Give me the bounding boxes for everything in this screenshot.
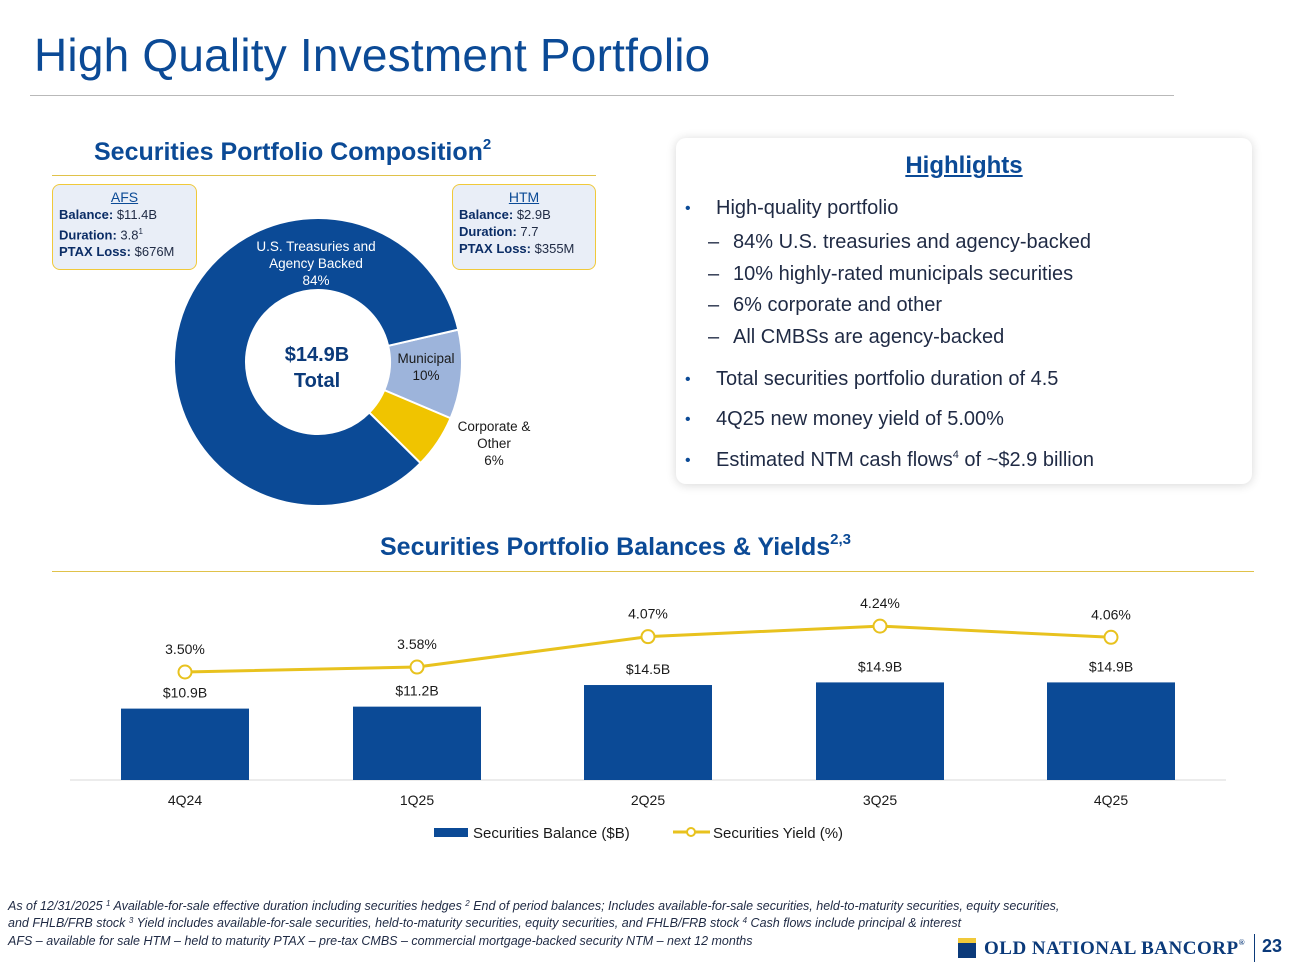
balances-heading: Securities Portfolio Balances & Yields2,… [380, 531, 852, 561]
bullet-marker: • [685, 411, 691, 428]
highlight-sub-treasuries: 84% U.S. treasuries and agency-backed [733, 231, 1091, 253]
afs-duration: Duration: 3.81 [59, 227, 143, 243]
slide-title: High Quality Investment Portfolio [34, 29, 711, 81]
footnote-line-2: and FHLB/FRB stock 3 Yield includes avai… [8, 916, 962, 930]
highlight-new-money-yield: 4Q25 new money yield of 5.00% [716, 408, 1004, 430]
balances-yields-chart: $10.9B 4Q24 $11.2B 1Q25 $14.5B 2Q25 $14.9B 3Q25… [70, 595, 1226, 842]
footnote-line-1: As of 12/31/2025 1 Available-for-sale ef… [8, 899, 1060, 913]
highlight-sub-municipals: 10% highly-rated municipals securities [733, 263, 1074, 285]
donut-slice-u-s-treasuries-and-agency-backed [173, 217, 460, 507]
htm-ptax-loss: PTAX Loss: $355M [459, 241, 575, 256]
yield-data-label: 3.50% [165, 641, 205, 657]
htm-duration: Duration: 7.7 [459, 224, 539, 239]
highlight-duration: Total securities portfolio duration of 4… [716, 368, 1059, 390]
legend-label-balance: Securities Balance ($B) [473, 825, 630, 842]
afs-ptax-loss: PTAX Loss: $676M [59, 244, 175, 260]
legend-swatch-balance [434, 828, 468, 837]
title-divider [30, 95, 1174, 96]
balance-data-label: $10.9B [163, 685, 207, 701]
legend-marker-yield [686, 827, 696, 837]
yield-data-label: 3.58% [397, 636, 437, 652]
highlight-sub-corporate: 6% corporate and other [733, 294, 943, 316]
x-tick-label: 3Q25 [863, 792, 897, 808]
x-tick-label: 2Q25 [631, 792, 665, 808]
yield-point-4q25 [1103, 629, 1119, 645]
yield-point-3q25 [872, 618, 888, 634]
bullet-marker: • [685, 371, 691, 388]
highlight-sub-cmbs: All CMBSs are agency-backed [733, 326, 1005, 348]
afs-balance: Balance: $11.4B [59, 207, 158, 222]
dash-marker: – [708, 231, 720, 253]
bullet-marker: • [685, 452, 691, 469]
yield-point-1q25 [409, 659, 425, 675]
balance-bar-4q24 [121, 708, 249, 780]
x-tick-label: 4Q25 [1094, 792, 1128, 808]
balance-bar-4q25 [1047, 682, 1175, 780]
balance-data-label: $14.9B [1089, 658, 1133, 674]
dash-marker: – [708, 326, 720, 348]
dash-marker: – [708, 294, 720, 316]
balance-data-label: $11.2B [395, 683, 438, 699]
balance-bar-1q25 [353, 706, 481, 780]
slice-label-municipal: Municipal 10% [397, 351, 455, 383]
footnote-line-3: AFS – available for sale HTM – held to m… [8, 934, 753, 948]
donut-center-caption: Total [293, 370, 341, 392]
slice-label-corporate-other: Corporate & Other 6% [457, 419, 531, 468]
htm-balance: Balance: $2.9B [459, 207, 551, 222]
htm-callout: HTM Balance: $2.9B Duration: 7.7 PTAX Lo… [452, 184, 596, 270]
balance-bar-3q25 [816, 682, 944, 780]
composition-heading: Securities Portfolio Composition2 [94, 136, 492, 166]
yield-data-label: 4.06% [1091, 606, 1131, 622]
highlight-quality: High-quality portfolio [716, 197, 899, 219]
highlight-cash-flows: Estimated NTM cash flows4 of ~$2.9 billi… [716, 449, 1094, 471]
legend-label-yield: Securities Yield (%) [713, 825, 843, 842]
balance-data-label: $14.9B [858, 658, 902, 674]
dash-marker: – [708, 263, 720, 285]
page-number-divider [1254, 934, 1255, 962]
donut-center-amount: $14.9B [284, 344, 350, 366]
balances-divider [52, 571, 1254, 572]
afs-callout: AFS Balance: $11.4B Duration: 3.81 PTAX … [52, 184, 197, 270]
x-tick-label: 1Q25 [400, 792, 434, 808]
slice-label-u-s-treasuries-and-agency-backed: U.S. Treasuries and Agency Backed 84% [256, 239, 376, 288]
yield-point-2q25 [640, 629, 656, 645]
highlights-title: Highlights [905, 152, 1023, 179]
x-tick-label: 4Q24 [168, 792, 202, 808]
bullet-marker: • [685, 200, 691, 217]
afs-callout-head: AFS [110, 189, 139, 205]
htm-callout-head: HTM [508, 189, 540, 205]
composition-donut-chart [173, 217, 463, 507]
balance-bar-2q25 [584, 685, 712, 780]
chart-legend: Securities Balance ($B) Securities Yield … [434, 825, 843, 842]
composition-divider [52, 175, 596, 176]
highlights-card: Highlights • High-quality portfolio – 84… [676, 138, 1252, 484]
yield-data-label: 4.24% [860, 595, 900, 611]
page-number: 23 [1262, 936, 1283, 956]
bank-logo-text: OLD NATIONAL BANCORP® [984, 938, 1246, 959]
yield-data-label: 4.07% [628, 606, 668, 622]
balance-data-label: $14.5B [626, 661, 670, 677]
donut-center-total: $14.9B Total [257, 342, 377, 394]
bank-logo-mark [958, 938, 976, 958]
yield-point-4q24 [177, 664, 193, 680]
